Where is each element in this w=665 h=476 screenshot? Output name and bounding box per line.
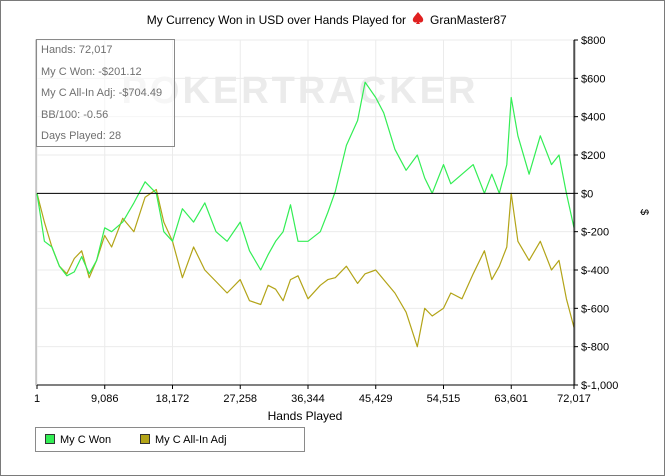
y-tick-label: $-200 (581, 227, 609, 239)
stat-won: My C Won: -$201.12 (41, 65, 142, 78)
y-tick-label: $0 (581, 188, 593, 200)
stat-bb100: BB/100: -0.56 (41, 108, 109, 121)
chart-title-group: My Currency Won in USD over Hands Played… (147, 11, 507, 27)
legend-item-allin-adj: My C All-In Adj (140, 434, 227, 446)
x-tick-label: 1 (34, 393, 40, 405)
legend-swatch-allin-adj (140, 434, 150, 444)
stat-hands: Hands: 72,017 (41, 44, 113, 56)
x-tick-label: 45,429 (359, 393, 393, 405)
x-tick-label: 63,601 (494, 393, 528, 405)
chart-title: My Currency Won in USD over Hands Played… (147, 13, 406, 27)
y-tick-label: $800 (581, 35, 605, 47)
x-axis-label: Hands Played (268, 409, 343, 423)
x-tick-label: 27,258 (223, 393, 257, 405)
legend-item-won: My C Won (45, 434, 111, 446)
x-tick-label: 9,086 (91, 393, 119, 405)
stats-box: Hands: 72,017 My C Won: -$201.12 My C Al… (36, 39, 175, 147)
y-axis-label: $ (638, 209, 650, 215)
series-line-my-c-all-in-adj (36, 188, 575, 348)
stat-days-played: Days Played: 28 (41, 130, 122, 142)
spade-icon (411, 11, 425, 25)
x-tick-label: 36,344 (291, 393, 325, 405)
legend: My C Won My C All-In Adj (35, 427, 305, 452)
y-tick-label: $600 (581, 73, 605, 85)
y-tick-label: $-1,000 (581, 380, 618, 392)
legend-swatch-won (45, 434, 55, 444)
watermark-logo: POKERTRACKER (122, 70, 479, 112)
player-name: GranMaster87 (430, 13, 507, 27)
series-line-my-c-won (36, 81, 575, 277)
x-tick-label: 54,515 (427, 393, 461, 405)
x-axis: 1 9,086 18,172 27,258 36,344 45,429 54,515 63,6… (34, 384, 591, 405)
y-tick-label: $-400 (581, 265, 609, 277)
x-tick-label: 72,017 (557, 393, 591, 405)
series-layer (36, 81, 575, 348)
x-tick-label: 18,172 (156, 393, 190, 405)
stat-allin-adj: My C All-In Adj: -$704.49 (41, 87, 163, 99)
legend-label-won: My C Won (60, 434, 112, 446)
y-axis: $800 $600 $400 $200 $0 $-200 $-400 $-600 $-800 $-… (573, 35, 618, 392)
legend-label-allin-adj: My C All-In Adj (155, 434, 227, 446)
y-tick-label: $-600 (581, 303, 609, 315)
y-tick-label: $400 (581, 112, 605, 124)
y-tick-label: $-800 (581, 342, 609, 354)
y-tick-label: $200 (581, 150, 605, 162)
